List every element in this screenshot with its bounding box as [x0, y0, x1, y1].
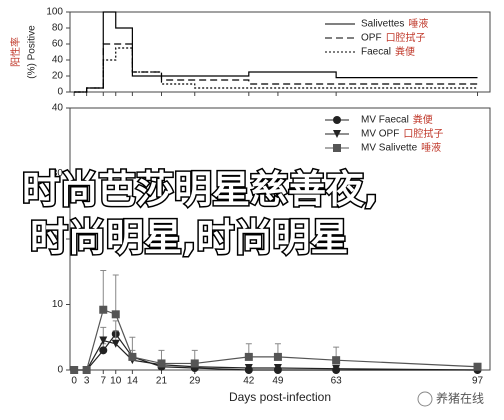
overlay-text: 时尚芭莎明星慈善夜, [22, 168, 378, 212]
y-tick-label: 0 [57, 87, 63, 98]
x-tick-label: 3 [84, 376, 90, 387]
y-tick-label: 40 [52, 103, 64, 114]
marker [273, 364, 282, 373]
y-tick-label: 80 [52, 23, 64, 34]
marker [273, 352, 282, 361]
y-tick-label: 0 [57, 365, 63, 376]
marker [70, 366, 79, 374]
legend-label: OPF [361, 33, 382, 44]
marker [190, 359, 199, 368]
marker [332, 364, 341, 373]
error-bar [112, 274, 119, 315]
legend-label: Faecal [361, 47, 391, 58]
error-bar [100, 269, 107, 310]
legend-marker [333, 116, 341, 124]
marker [111, 339, 120, 348]
y-tick-label: 100 [46, 7, 63, 18]
marker [244, 352, 253, 361]
x-tick-label: 29 [189, 376, 201, 387]
series-line [74, 47, 478, 93]
marker [99, 336, 108, 345]
legend-label-zh: 唾液 [408, 17, 428, 30]
legend-label: MV OPF [361, 129, 399, 140]
legend-label-zh: 粪便 [395, 45, 415, 58]
legend-label-zh: 口腔拭子 [403, 127, 443, 140]
y-tick-label: 40 [52, 55, 64, 66]
marker [244, 364, 253, 373]
watermark: 养猪在线 [436, 391, 484, 406]
plot-frame [69, 11, 491, 93]
marker [473, 362, 482, 371]
legend-label-zh: 口腔拭子 [386, 31, 426, 44]
watermark-icon [417, 391, 433, 407]
y-tick-label: 30 [52, 168, 64, 179]
x-tick-label: 0 [71, 376, 77, 387]
legend-label-zh: 粪便 [413, 113, 433, 126]
x-tick-label: 21 [156, 376, 168, 387]
marker [128, 352, 137, 361]
legend-label-zh: 唾液 [421, 141, 441, 154]
x-tick-label: 97 [472, 376, 484, 387]
y-axis-label-zh: 阳性率 [9, 37, 22, 67]
y-tick-label: 20 [52, 71, 64, 82]
x-tick-label: 42 [243, 376, 255, 387]
legend-marker [333, 130, 341, 138]
y-tick-label: 60 [52, 39, 64, 50]
y-tick-label: 10 [52, 299, 64, 310]
y-tick-label: 20 [52, 234, 64, 245]
overlay-text: 时尚明星,时尚明星 [30, 216, 348, 260]
x-tick-label: 14 [127, 376, 139, 387]
marker [111, 310, 120, 319]
marker [99, 305, 108, 314]
marker [99, 346, 108, 355]
legend-label: MV Faecal [361, 115, 409, 126]
marker [82, 366, 91, 374]
legend-label: Salivettes [361, 19, 404, 30]
marker [332, 356, 341, 365]
x-tick-label: 49 [272, 376, 284, 387]
x-tick-label: 10 [110, 376, 122, 387]
x-tick-label: 63 [331, 376, 343, 387]
legend-marker [333, 144, 341, 152]
marker [157, 359, 166, 368]
x-tick-label: 7 [100, 376, 106, 387]
y-axis-label: (%) Positive [27, 25, 38, 79]
legend-label: MV Salivette [361, 143, 418, 154]
x-axis-label: Days post-infection [229, 390, 331, 404]
